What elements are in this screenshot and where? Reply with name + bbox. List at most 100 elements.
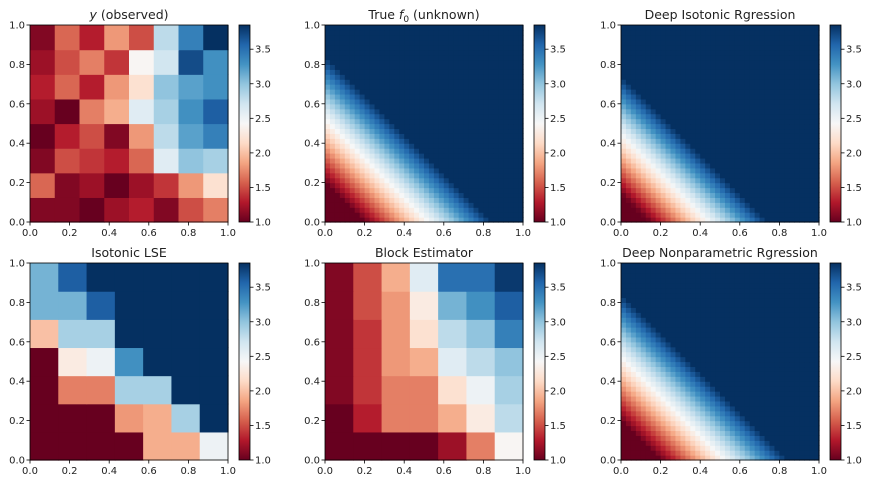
- heatmap-cell: [458, 64, 465, 70]
- heatmap-cell: [645, 376, 652, 382]
- heatmap-cell: [344, 29, 351, 36]
- heatmap-cell: [369, 182, 376, 189]
- heatmap-cell: [354, 93, 361, 100]
- heatmap-cell: [344, 172, 351, 179]
- x-tick-label: 0.2: [62, 228, 78, 239]
- heatmap-cell: [478, 54, 484, 61]
- heatmap-cell: [414, 54, 420, 61]
- x-tick-label: 0.2: [357, 228, 373, 239]
- heatmap-cell: [404, 39, 410, 46]
- heatmap-cell: [774, 425, 780, 432]
- heatmap-cell: [384, 212, 390, 218]
- heatmap-cell: [794, 64, 800, 70]
- heatmap-cell: [779, 376, 785, 382]
- heatmap-cell: [744, 341, 751, 348]
- heatmap-cell: [769, 74, 776, 80]
- heatmap-cell: [389, 69, 395, 75]
- heatmap-cell: [404, 128, 410, 134]
- heatmap-cell: [769, 29, 776, 36]
- heatmap-cell: [409, 153, 415, 159]
- heatmap-cell: [660, 356, 667, 363]
- heatmap-cell: [710, 25, 716, 31]
- heatmap-cell: [483, 157, 489, 164]
- heatmap-cell: [329, 128, 336, 134]
- heatmap-cell: [650, 182, 657, 189]
- heatmap-cell: [720, 297, 726, 303]
- heatmap-cell: [675, 430, 681, 436]
- heatmap-cell: [650, 29, 657, 36]
- heatmap-cell: [325, 34, 331, 41]
- heatmap-cell: [799, 391, 805, 397]
- heatmap-cell: [483, 34, 489, 41]
- heatmap-cell: [774, 29, 780, 36]
- heatmap-cell: [700, 341, 706, 348]
- heatmap-cell: [764, 307, 771, 313]
- heatmap-cell: [660, 346, 667, 353]
- heatmap-cell: [685, 425, 691, 432]
- heatmap-cell: [665, 440, 672, 446]
- heatmap-cell: [381, 431, 411, 461]
- heatmap-cell: [443, 69, 450, 75]
- heatmap-cell: [483, 153, 489, 159]
- heatmap-cell: [754, 98, 761, 105]
- heatmap-cell: [463, 182, 470, 189]
- heatmap-cell: [764, 341, 771, 348]
- heatmap-cell: [729, 410, 736, 417]
- heatmap-cell: [414, 157, 420, 164]
- heatmap-cell: [625, 287, 632, 294]
- heatmap-cell: [744, 207, 751, 213]
- heatmap-cell: [774, 341, 780, 348]
- heatmap-cell: [794, 405, 800, 412]
- heatmap-cell: [660, 123, 667, 130]
- heatmap-cell: [384, 39, 390, 46]
- heatmap-cell: [483, 167, 489, 174]
- heatmap-cell: [468, 202, 475, 208]
- heatmap-cell: [779, 79, 785, 85]
- heatmap-cell: [705, 405, 711, 412]
- heatmap-cell: [334, 34, 341, 41]
- heatmap-cell: [769, 366, 776, 372]
- heatmap-cell: [794, 455, 800, 461]
- heatmap-cell: [399, 212, 405, 218]
- heatmap-cell: [384, 162, 390, 169]
- heatmap-cell: [621, 84, 627, 90]
- heatmap-cell: [494, 375, 524, 405]
- heatmap-cell: [779, 435, 785, 441]
- heatmap-cell: [690, 376, 696, 382]
- heatmap-cell: [705, 118, 711, 125]
- heatmap-cell: [453, 108, 460, 115]
- heatmap-cell: [715, 312, 721, 318]
- heatmap-cell: [498, 108, 504, 115]
- heatmap-cell: [729, 212, 736, 218]
- heatmap-cell: [789, 207, 795, 213]
- heatmap-cell: [744, 445, 751, 451]
- heatmap-cell: [739, 312, 746, 318]
- heatmap-cell: [705, 440, 711, 446]
- heatmap-cell: [625, 217, 632, 223]
- heatmap-cell: [680, 34, 686, 41]
- x-tick-label: 0.0: [317, 466, 333, 477]
- heatmap-cell: [498, 153, 504, 159]
- heatmap-cell: [715, 29, 721, 36]
- heatmap-cell: [508, 118, 514, 125]
- heatmap-cell: [749, 400, 756, 407]
- x-tick-label: 1.0: [220, 228, 236, 239]
- heatmap-cell: [503, 108, 509, 115]
- heatmap-cell: [804, 54, 810, 61]
- heatmap-cell: [700, 361, 706, 368]
- heatmap-cell: [625, 167, 632, 174]
- heatmap-cell: [414, 187, 420, 194]
- heatmap-cell: [685, 167, 691, 174]
- heatmap-cell: [739, 327, 746, 333]
- heatmap-cell: [744, 287, 751, 294]
- heatmap-cell: [700, 148, 706, 154]
- heatmap-cell: [364, 98, 371, 105]
- heatmap-cell: [744, 44, 751, 51]
- heatmap-cell: [448, 118, 455, 125]
- heatmap-cell: [503, 69, 509, 75]
- heatmap-cell: [809, 64, 815, 70]
- heatmap-cell: [54, 25, 81, 51]
- heatmap-cell: [739, 391, 746, 397]
- heatmap-cell: [329, 197, 336, 203]
- heatmap-cell: [724, 59, 731, 65]
